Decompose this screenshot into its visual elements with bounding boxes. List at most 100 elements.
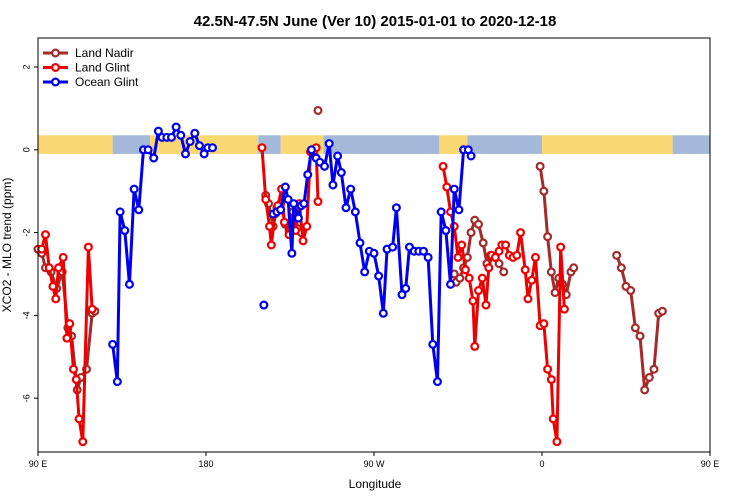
land-nadir-point — [550, 288, 560, 298]
ocean-glint-point — [449, 184, 459, 194]
land-glint-point — [523, 294, 533, 304]
ocean-glint-point — [208, 143, 218, 153]
y-axis-label: XCO2 - MLO trend (ppm) — [0, 178, 14, 313]
land-glint-point — [527, 275, 537, 285]
ocean-glint-point — [303, 170, 313, 180]
land-nadir-point — [630, 323, 640, 333]
land-glint-point — [266, 240, 276, 250]
land-glint-point — [37, 244, 47, 254]
ocean-glint-point — [149, 153, 159, 163]
ocean-glint-point — [320, 161, 330, 171]
land-glint-point — [453, 252, 463, 262]
land-glint-point — [83, 242, 93, 252]
land-ocean-strip — [38, 135, 710, 154]
ocean-glint-point — [289, 199, 299, 209]
y-tick-label: -4 — [21, 311, 31, 319]
land-nadir-point — [455, 273, 465, 283]
land-nadir-point — [543, 232, 553, 242]
legend-marker — [50, 48, 60, 58]
ocean-glint-point — [299, 199, 309, 209]
ocean-glint-point — [369, 248, 379, 258]
land-nadir-point — [535, 161, 545, 171]
y-axis: 2 0 -2 -4 -6 — [21, 64, 38, 402]
strip-segment-land — [542, 135, 673, 154]
land-nadir-line — [538, 166, 575, 297]
x-tick-label: 180 — [198, 459, 213, 469]
ocean-glint-point — [283, 194, 293, 204]
ocean-glint-point — [293, 213, 303, 223]
ocean-glint-point — [466, 151, 476, 161]
ocean-glint-point — [120, 226, 130, 236]
series-ocean-glint — [108, 122, 476, 387]
ocean-glint-point — [115, 207, 125, 217]
ocean-glint-point — [129, 184, 139, 194]
legend-marker — [50, 77, 60, 87]
ocean-glint-point — [446, 279, 456, 289]
ocean-glint-point — [441, 226, 451, 236]
land-glint-point — [78, 437, 88, 447]
land-glint-point — [548, 414, 558, 424]
ocean-glint-point — [194, 141, 204, 151]
y-tick-label: -2 — [21, 229, 31, 237]
ocean-glint-point — [306, 145, 316, 155]
land-glint-point — [516, 228, 526, 238]
ocean-glint-point — [199, 149, 209, 159]
ocean-glint-point — [276, 205, 286, 215]
land-glint-point — [468, 296, 478, 306]
ocean-glint-point — [324, 139, 334, 149]
land-glint-point — [484, 263, 494, 273]
ocean-glint-point — [336, 168, 346, 178]
land-glint-point — [477, 273, 487, 283]
land-nadir-point — [635, 331, 645, 341]
land-glint-point — [530, 252, 540, 262]
ocean-glint-point — [190, 128, 200, 138]
ocean-glint-point — [153, 126, 163, 136]
land-nadir-point — [499, 267, 509, 277]
x-tick-label: 90 E — [701, 459, 720, 469]
ocean-glint-point — [333, 151, 343, 161]
legend-item-ocean-glint: Ocean Glint — [43, 75, 139, 89]
ocean-glint-point — [124, 279, 134, 289]
land-nadir-point — [569, 263, 579, 273]
land-glint-point — [464, 273, 474, 283]
plot-series — [33, 105, 667, 447]
ocean-glint-point — [360, 267, 370, 277]
ocean-glint-point — [391, 203, 401, 213]
ocean-glint-point — [112, 377, 122, 387]
land-glint-point — [302, 221, 312, 231]
land-nadir-point — [644, 372, 654, 382]
ocean-glint-point — [346, 184, 356, 194]
x-tick-label: 90 W — [363, 459, 385, 469]
land-glint-point — [87, 304, 97, 314]
land-glint-point — [71, 375, 81, 385]
land-glint-point — [501, 240, 511, 250]
y-tick-label: 2 — [21, 64, 31, 69]
land-nadir-point — [539, 186, 549, 196]
ocean-glint-point — [341, 203, 351, 213]
land-nadir-point — [478, 238, 488, 248]
land-glint-point — [40, 230, 50, 240]
land-glint-point — [298, 236, 308, 246]
ocean-glint-point — [328, 180, 338, 190]
legend-marker — [50, 62, 60, 72]
land-glint-point — [438, 161, 448, 171]
ocean-glint-point — [374, 271, 384, 281]
chart-title: 42.5N-47.5N June (Ver 10) 2015-01-01 to … — [194, 13, 557, 30]
y-tick-label: -6 — [21, 394, 31, 402]
ocean-glint-point — [185, 137, 195, 147]
y-tick-label: 0 — [21, 147, 31, 152]
land-glint-point — [48, 281, 58, 291]
land-nadir-point — [626, 286, 636, 296]
land-glint-point — [490, 252, 500, 262]
strip-segment-ocean — [467, 135, 542, 154]
land-glint-point — [552, 437, 562, 447]
land-glint-point — [279, 217, 289, 227]
ocean-glint-point — [176, 130, 186, 140]
ocean-glint-point — [454, 205, 464, 215]
ocean-glint-point — [401, 283, 411, 293]
land-nadir-point — [474, 219, 484, 229]
ocean-glint-point — [108, 339, 118, 349]
land-glint-point — [520, 265, 530, 275]
